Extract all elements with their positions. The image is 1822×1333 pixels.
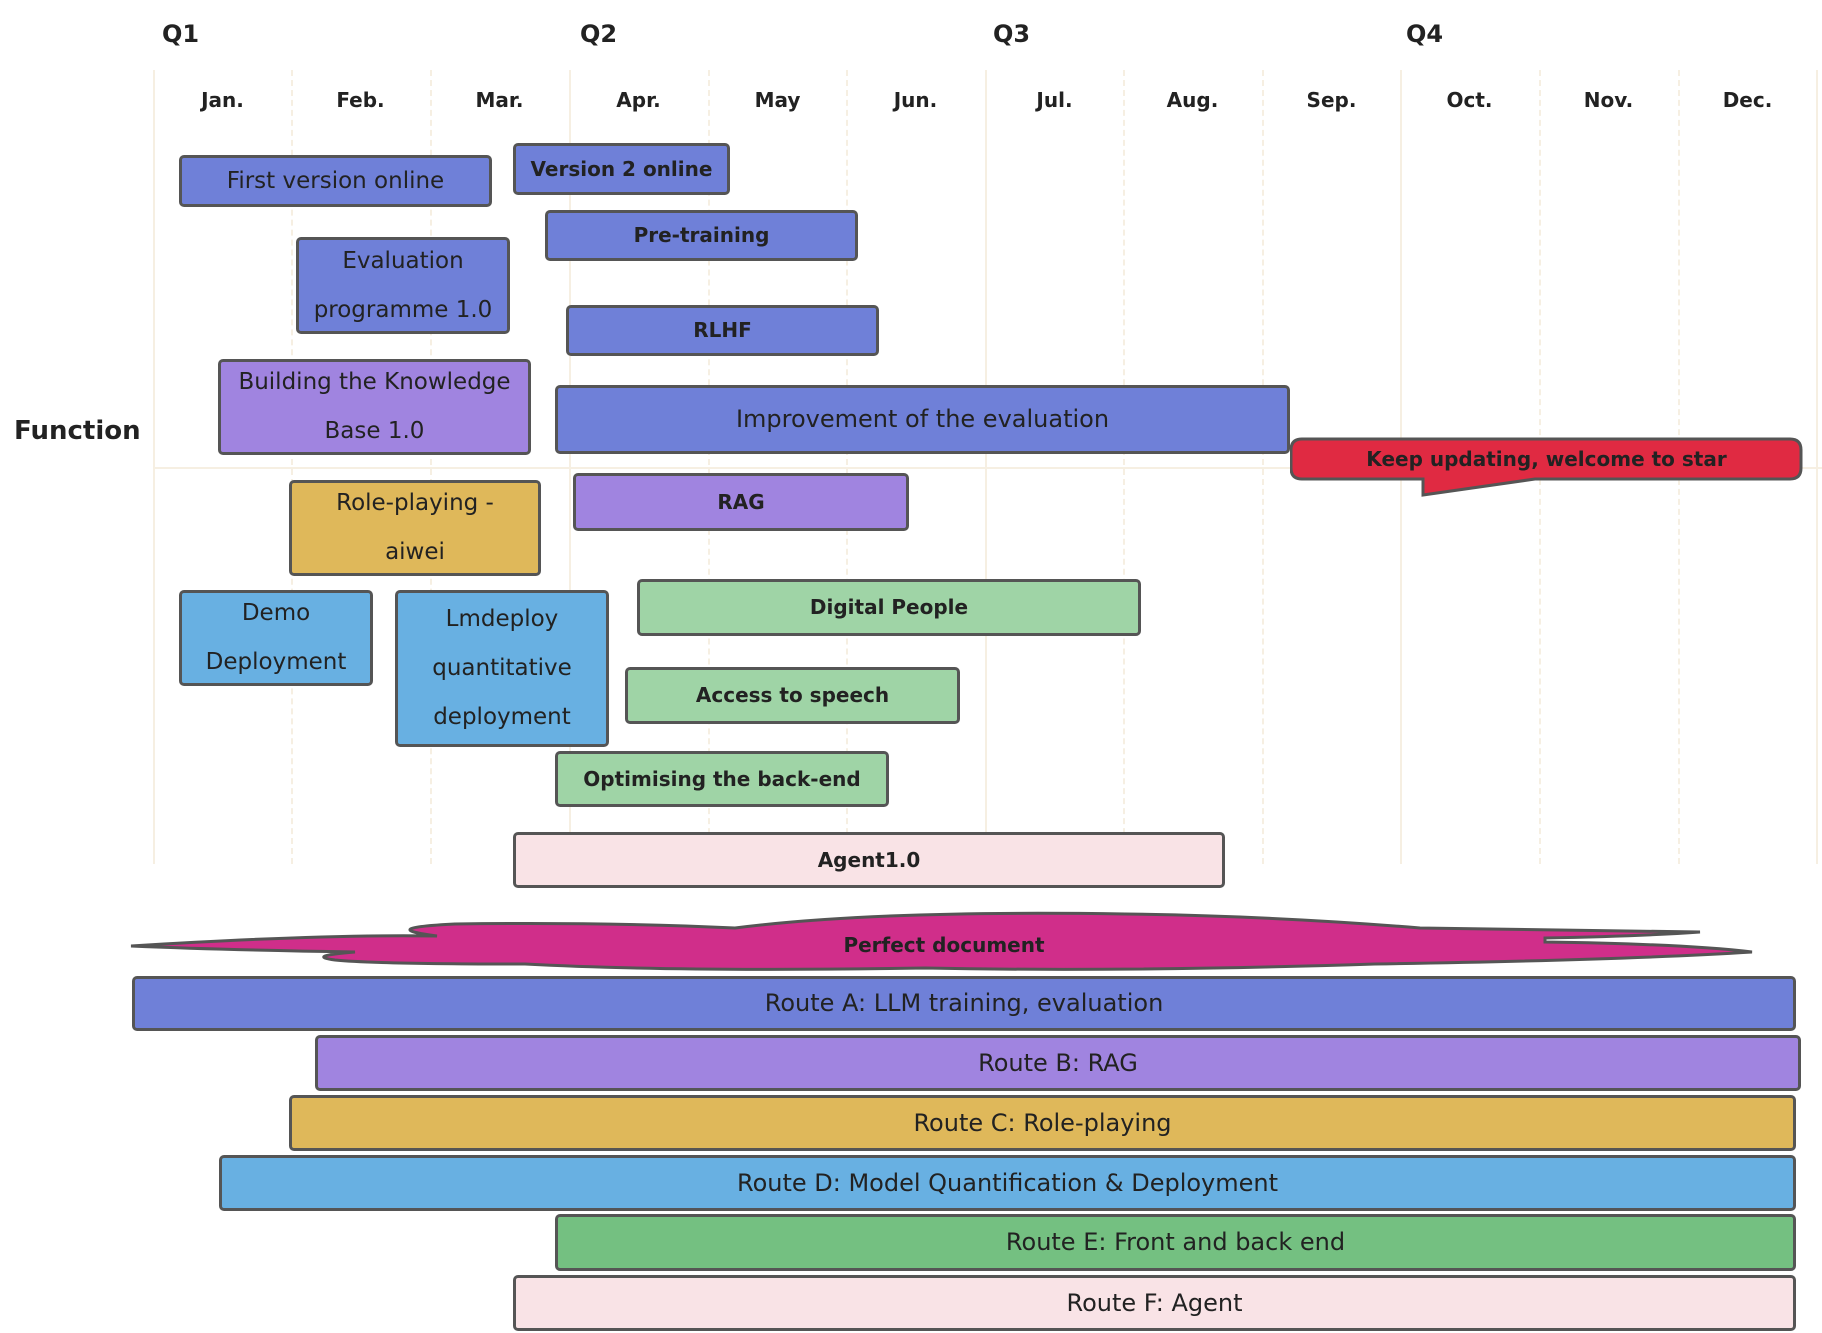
route-f[interactable]: Route F: Agent xyxy=(513,1275,1796,1331)
task-label: First version online xyxy=(226,167,445,194)
task-label: Digital People xyxy=(809,595,969,619)
route-label: Route C: Role-playing xyxy=(913,1108,1172,1137)
task-label-line: Role-playing - xyxy=(336,490,494,516)
route-label: Route A: LLM training, evaluation xyxy=(764,989,1164,1017)
quarter-label: Q1 xyxy=(162,20,200,48)
task-label: Demo Deployment xyxy=(206,589,347,687)
task-label-line: programme 1.0 xyxy=(313,296,493,323)
task-label: Role-playing - aiwei xyxy=(336,479,494,577)
route-d[interactable]: Route D: Model Quantification & Deployme… xyxy=(219,1155,1796,1211)
month-label: Dec. xyxy=(1722,88,1773,112)
task-agent[interactable]: Agent1.0 xyxy=(513,832,1225,888)
task-label: Version 2 online xyxy=(530,156,713,181)
month-label: Apr. xyxy=(616,88,661,112)
task-rag[interactable]: RAG xyxy=(573,473,909,531)
task-label-line: Base 1.0 xyxy=(324,418,425,444)
task-label: Building the Knowledge Base 1.0 xyxy=(238,358,510,456)
task-label-line: deployment xyxy=(433,704,571,730)
route-a[interactable]: Route A: LLM training, evaluation xyxy=(132,976,1796,1031)
route-e[interactable]: Route E: Front and back end xyxy=(555,1214,1796,1271)
quarter-label: Q4 xyxy=(1406,20,1444,48)
task-optimising-back-end[interactable]: Optimising the back-end xyxy=(555,751,889,807)
task-digital-people[interactable]: Digital People xyxy=(637,579,1141,636)
month-label: Oct. xyxy=(1446,88,1493,112)
route-label: Route D: Model Quantification & Deployme… xyxy=(736,1168,1279,1197)
route-label: Route E: Front and back end xyxy=(1005,1228,1346,1256)
quarter-label: Q2 xyxy=(580,20,618,48)
task-label: Improvement of the evaluation xyxy=(735,405,1110,433)
callout-keep-updating xyxy=(1290,437,1803,497)
month-label: Jun. xyxy=(893,88,938,112)
task-label-line: quantitative xyxy=(432,655,572,681)
month-label: May xyxy=(754,88,801,112)
task-label: Lmdeploy quantitative deployment xyxy=(432,595,572,742)
route-c[interactable]: Route C: Role-playing xyxy=(289,1095,1796,1151)
task-evaluation-programme[interactable]: Evaluation programme 1.0 xyxy=(296,237,510,334)
task-label-line: Evaluation xyxy=(342,247,464,274)
task-label: Access to speech xyxy=(695,683,890,707)
month-label: Aug. xyxy=(1166,88,1219,112)
task-label-line: Demo xyxy=(241,600,311,626)
task-label-line: Deployment xyxy=(205,649,347,675)
route-b[interactable]: Route B: RAG xyxy=(315,1035,1801,1091)
task-label: Optimising the back-end xyxy=(583,766,861,791)
task-lmdeploy[interactable]: Lmdeploy quantitative deployment xyxy=(395,590,609,747)
task-role-playing-aiwei[interactable]: Role-playing - aiwei xyxy=(289,480,541,576)
task-label: RLHF xyxy=(693,318,752,342)
task-label: RAG xyxy=(717,489,765,514)
task-label: Pre-training xyxy=(633,223,770,247)
route-label: Route F: Agent xyxy=(1066,1288,1243,1317)
task-rlhf[interactable]: RLHF xyxy=(566,305,879,356)
task-label-line: Building the Knowledge xyxy=(238,369,511,395)
month-label: Jul. xyxy=(1036,88,1073,112)
month-label: Nov. xyxy=(1583,88,1634,112)
month-label: Feb. xyxy=(336,88,385,112)
perfect-document-cloud xyxy=(130,911,1753,971)
task-improvement-evaluation[interactable]: Improvement of the evaluation xyxy=(555,385,1290,454)
task-pre-training[interactable]: Pre-training xyxy=(545,210,858,261)
month-label: Sep. xyxy=(1306,88,1357,112)
route-label: Route B: RAG xyxy=(978,1048,1138,1077)
task-label-line: aiwei xyxy=(385,539,445,565)
task-label: Agent1.0 xyxy=(817,847,921,872)
task-first-version-online[interactable]: First version online xyxy=(179,155,492,207)
callout-text: Keep updating, welcome to star xyxy=(1366,447,1727,471)
perfect-document-label: Perfect document xyxy=(843,933,1045,957)
row-divider xyxy=(153,467,1822,469)
month-label: Jan. xyxy=(201,88,244,112)
row-label-function: Function xyxy=(14,416,141,446)
task-demo-deployment[interactable]: Demo Deployment xyxy=(179,590,373,686)
task-access-to-speech[interactable]: Access to speech xyxy=(625,667,960,724)
quarter-label: Q3 xyxy=(993,20,1031,48)
task-label: Evaluation programme 1.0 xyxy=(314,237,493,335)
task-knowledge-base[interactable]: Building the Knowledge Base 1.0 xyxy=(218,359,531,455)
month-label: Mar. xyxy=(475,88,524,112)
task-version-2-online[interactable]: Version 2 online xyxy=(513,143,730,195)
task-label-line: Lmdeploy xyxy=(445,606,559,632)
